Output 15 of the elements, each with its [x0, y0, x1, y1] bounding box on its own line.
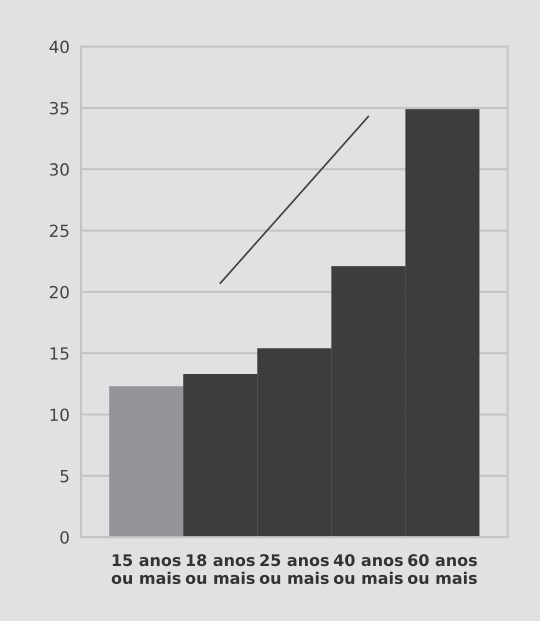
y-tick-label: 10 — [50, 408, 69, 422]
y-tick-label: 25 — [50, 224, 68, 238]
x-tick-label: 60 anos ou mais — [408, 554, 477, 584]
x-tick-label: 18 anos ou mais — [186, 554, 255, 584]
x-tick-label: 40 anos ou mais — [334, 554, 403, 584]
y-tick-label: 5 — [60, 470, 68, 482]
y-tick-label: 30 — [50, 163, 69, 176]
y-tick-label: 20 — [50, 286, 69, 298]
bar — [109, 386, 184, 538]
y-tick-label: 15 — [50, 347, 68, 360]
y-tick-label: 40 — [49, 40, 69, 54]
x-tick-label: 15 anos ou mais — [112, 554, 181, 584]
x-tick-label: 25 anos ou mais — [260, 554, 329, 584]
y-tick-label: 0 — [60, 531, 69, 544]
y-tick-label: 35 — [50, 102, 68, 114]
